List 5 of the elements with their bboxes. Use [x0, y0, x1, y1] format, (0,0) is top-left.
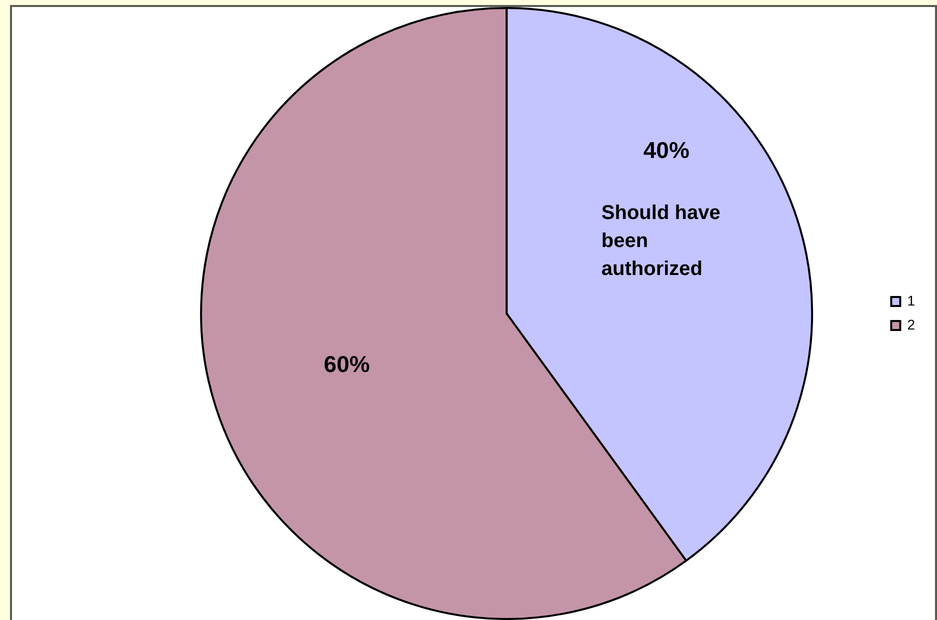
legend-label: 2: [907, 316, 916, 332]
legend-label: 1: [907, 292, 916, 308]
data-label: 60%: [324, 350, 370, 377]
text: Should have been authorized: [601, 202, 720, 280]
data-label: 40%: [643, 136, 690, 163]
